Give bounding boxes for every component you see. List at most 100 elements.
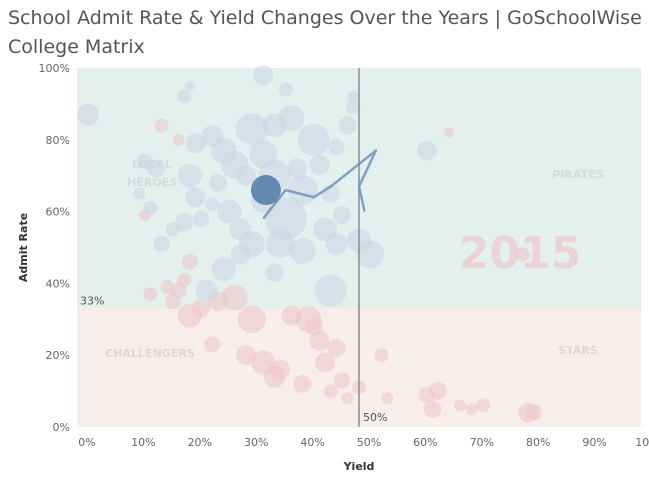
school-bubble-upper-45[interactable]: [356, 240, 385, 269]
school-bubble-lower-16[interactable]: [423, 400, 442, 419]
school-bubble-upper-47[interactable]: [278, 82, 293, 97]
school-bubble-upper-20[interactable]: [235, 113, 268, 146]
school-bubble-lower-24[interactable]: [192, 299, 211, 318]
school-bubble-upper-40[interactable]: [346, 100, 361, 115]
quadrant-label-stars: STARS: [558, 344, 598, 357]
quadrant-label-pirates: PIRATES: [552, 168, 603, 181]
school-bubble-upper-43[interactable]: [314, 274, 347, 307]
x-tick-label: 70%: [470, 436, 494, 449]
school-bubble-lower-33[interactable]: [164, 293, 181, 310]
school-bubble-lower-18[interactable]: [454, 399, 467, 412]
y-tick-label: 80%: [46, 134, 70, 147]
school-bubble-upper-15[interactable]: [209, 173, 227, 192]
school-bubble-upper-46[interactable]: [253, 65, 274, 86]
school-bubble-lower-2[interactable]: [237, 305, 266, 334]
school-bubble-upper-50[interactable]: [195, 279, 218, 302]
school-bubble-upper-34[interactable]: [309, 154, 330, 175]
school-bubble-upper-6[interactable]: [175, 213, 194, 232]
x-axis-ticks: 0% 10% 20% 30% 40% 50% 60% 70% 80% 90% 100%: [78, 436, 649, 449]
school-bubble-lower-1[interactable]: [236, 345, 257, 366]
school-bubble-upper-27[interactable]: [264, 197, 307, 240]
x-tick-label: 80%: [526, 436, 550, 449]
school-bubble-upper-28[interactable]: [266, 229, 295, 258]
school-bubble-lower-17[interactable]: [428, 382, 447, 401]
school-bubble-lower-31[interactable]: [309, 330, 330, 351]
school-bubble-upper-17[interactable]: [217, 199, 242, 224]
school-bubble-upper-3[interactable]: [133, 187, 146, 200]
school-bubble-upper-10[interactable]: [177, 163, 202, 188]
school-bubble-upper-8[interactable]: [184, 80, 195, 91]
school-bubble-upper-32[interactable]: [287, 175, 318, 206]
school-bubble-lower-26[interactable]: [221, 284, 248, 311]
school-bubble-lower-5[interactable]: [270, 359, 291, 380]
y-axis-ticks: 0% 20% 40% 60% 80% 100%: [39, 62, 70, 434]
school-bubble-lower-35[interactable]: [177, 272, 192, 287]
school-bubble-lower-10[interactable]: [334, 372, 351, 389]
school-bubble-upper-42[interactable]: [325, 232, 348, 255]
school-bubble-upper-0[interactable]: [77, 103, 100, 126]
school-bubble-upper-52[interactable]: [153, 235, 170, 252]
school-bubble-lower-30[interactable]: [295, 306, 322, 333]
school-bubble-upper-9[interactable]: [185, 133, 206, 154]
school-bubble-lower-9[interactable]: [323, 384, 338, 399]
school-bubble-upper-2[interactable]: [146, 159, 165, 178]
school-bubble-lower-38[interactable]: [154, 118, 169, 133]
school-bubble-upper-31[interactable]: [289, 238, 316, 265]
school-bubble-lower-39[interactable]: [172, 133, 185, 146]
y-tick-label: 0%: [53, 421, 70, 434]
school-bubble-lower-11[interactable]: [341, 392, 354, 405]
chart-title-line-2: College Matrix: [8, 36, 145, 58]
school-bubble-lower-19[interactable]: [465, 403, 478, 416]
chart-title-line-1: School Admit Rate & Yield Changes Over t…: [8, 7, 642, 29]
school-bubble-lower-20[interactable]: [476, 398, 491, 413]
school-bubble-upper-41[interactable]: [347, 90, 360, 103]
y-axis-title: Admit Rate: [17, 213, 30, 282]
school-bubble-upper-30[interactable]: [286, 158, 307, 179]
x-axis-title: Yield: [343, 460, 375, 473]
y-tick-label: 60%: [46, 206, 70, 219]
y-tick-label: 40%: [46, 277, 70, 290]
school-bubble-lower-34[interactable]: [143, 287, 158, 302]
school-bubble-upper-38[interactable]: [333, 206, 352, 225]
x-tick-label: 20%: [188, 436, 212, 449]
school-bubble-upper-16[interactable]: [205, 197, 220, 212]
school-bubble-upper-7[interactable]: [177, 89, 192, 104]
school-bubble-upper-39[interactable]: [338, 116, 357, 135]
school-bubble-upper-12[interactable]: [193, 210, 210, 227]
chart-title: School Admit Rate & Yield Changes Over t…: [8, 4, 643, 62]
school-bubble-lower-13[interactable]: [374, 348, 389, 363]
school-bubble-lower-6[interactable]: [293, 374, 312, 393]
school-bubble-lower-32[interactable]: [327, 339, 346, 358]
x-tick-label: 100%: [635, 436, 649, 449]
x-tick-label: 50%: [357, 436, 381, 449]
x-tick-label: 60%: [413, 436, 437, 449]
school-bubble-lower-22[interactable]: [525, 404, 542, 421]
admit-rate-reference-label: 33%: [80, 295, 104, 308]
school-bubble-upper-48[interactable]: [230, 244, 251, 265]
school-bubble-lower-28[interactable]: [160, 279, 175, 294]
school-bubble-upper-49[interactable]: [211, 257, 236, 282]
school-bubble-lower-8[interactable]: [315, 352, 336, 373]
school-bubble-lower-41[interactable]: [515, 247, 530, 262]
quadrant-label-local-heroes-line-2: HEROES: [127, 176, 177, 189]
school-bubble-lower-36[interactable]: [181, 253, 198, 270]
y-tick-label: 20%: [46, 349, 70, 362]
highlighted-school-trail: [262, 149, 378, 220]
school-bubble-lower-40[interactable]: [444, 127, 455, 138]
highlighted-school-bubble[interactable]: [250, 175, 281, 206]
quadrant-label-challengers: CHALLENGERS: [105, 347, 195, 360]
x-tick-label: 0%: [78, 436, 95, 449]
school-bubble-lower-0[interactable]: [204, 336, 221, 353]
school-bubble-upper-19[interactable]: [236, 165, 257, 186]
school-bubble-upper-33[interactable]: [297, 123, 330, 156]
school-bubble-upper-4[interactable]: [143, 201, 158, 216]
school-bubble-lower-14[interactable]: [381, 392, 394, 405]
school-bubble-upper-53[interactable]: [416, 140, 437, 161]
school-bubble-upper-51[interactable]: [265, 263, 284, 282]
x-tick-label: 40%: [300, 436, 324, 449]
yield-reference-label: 50%: [363, 411, 387, 424]
school-bubble-upper-29[interactable]: [278, 105, 305, 132]
school-bubble-upper-37[interactable]: [328, 138, 345, 155]
school-bubble-upper-11[interactable]: [185, 187, 206, 208]
